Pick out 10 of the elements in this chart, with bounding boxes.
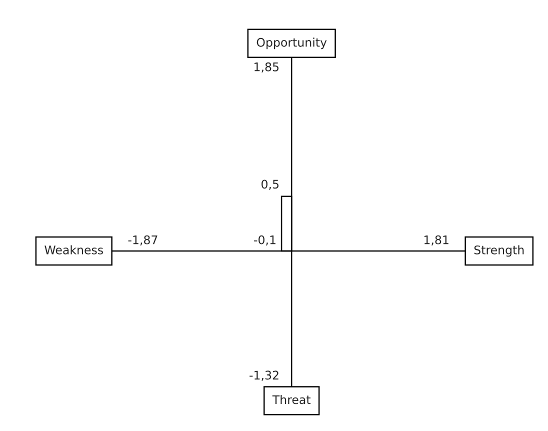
data-label: -1,87 <box>128 235 158 246</box>
category-label: Weakness <box>44 245 103 254</box>
category-label: Threat <box>272 394 311 404</box>
category-label: Opportunity <box>256 38 327 50</box>
data-label: -1,32 <box>250 370 278 381</box>
data-label: 1,81 <box>424 235 448 246</box>
data-label: 0,5 <box>262 180 278 190</box>
category-label: Strength <box>474 245 524 257</box>
data-label: -0,1 <box>254 235 276 246</box>
data-label: 1,85 <box>254 62 278 73</box>
